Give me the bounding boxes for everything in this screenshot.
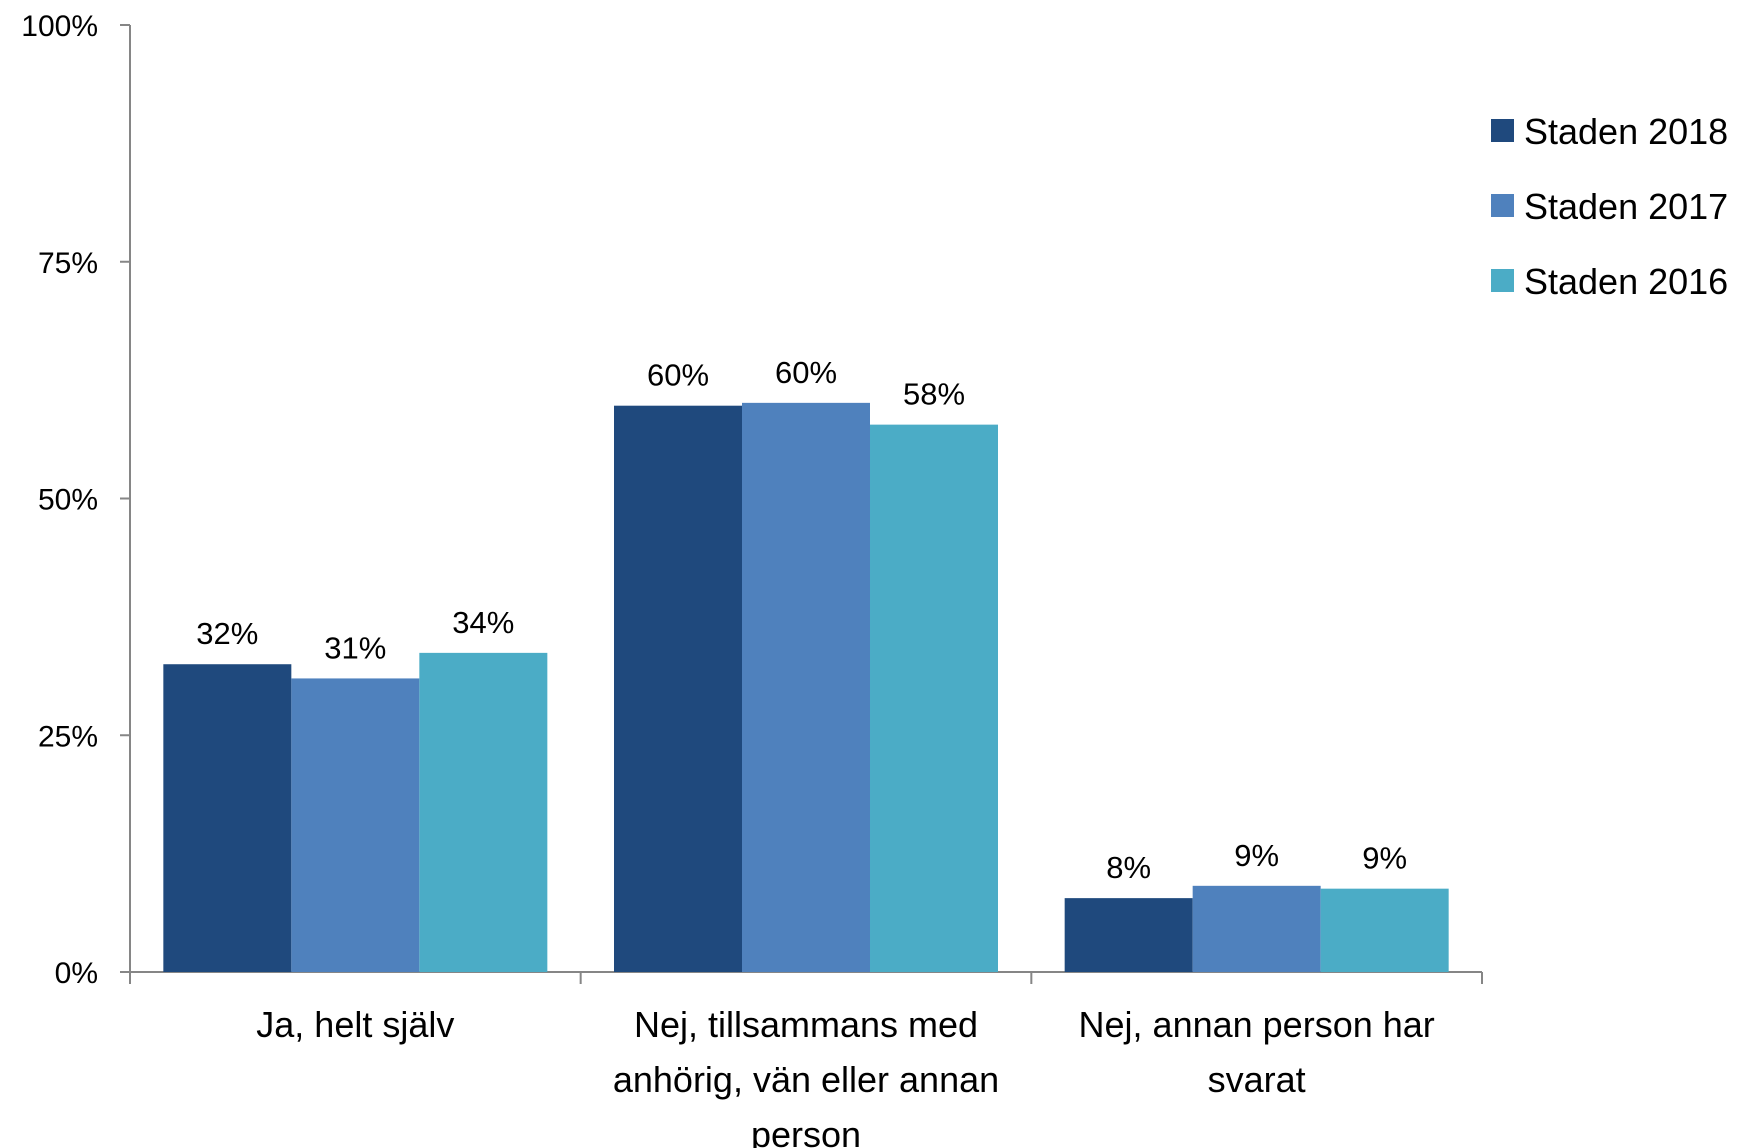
bars (163, 402, 1449, 973)
data-label: 58% (903, 377, 965, 412)
data-label: 34% (452, 605, 514, 640)
y-tick-label: 25% (38, 720, 98, 753)
data-label: 9% (1362, 841, 1407, 876)
x-category-label: svarat (1208, 1059, 1306, 1100)
x-category-label: Ja, helt själv (256, 1004, 454, 1045)
legend: Staden 2018 Staden 2017 Staden 2016 (1491, 111, 1728, 302)
bar (291, 678, 420, 972)
bar (1320, 888, 1449, 972)
bar (742, 402, 870, 972)
data-label: 9% (1234, 838, 1279, 873)
data-label: 32% (196, 616, 258, 651)
data-label: 31% (324, 630, 386, 665)
data-labels: 32% 31% 34% 60% 60% 58% 8% 9% 9% (196, 355, 1407, 885)
bar (1192, 885, 1321, 972)
bar (614, 405, 742, 973)
bar (419, 652, 548, 972)
bar (1064, 898, 1193, 972)
x-category-label: person (751, 1114, 861, 1148)
legend-swatch (1491, 119, 1514, 142)
legend-label: Staden 2016 (1524, 261, 1728, 302)
data-label: 8% (1106, 850, 1151, 885)
data-label: 60% (647, 358, 709, 393)
y-tick-label: 0% (55, 957, 98, 990)
legend-label: Staden 2018 (1524, 111, 1728, 152)
x-category-label: Nej, tillsammans med (634, 1004, 978, 1045)
bar (870, 424, 998, 972)
y-tick-label: 75% (38, 247, 98, 280)
legend-swatch (1491, 194, 1514, 217)
legend-label: Staden 2017 (1524, 186, 1728, 227)
bar (163, 664, 292, 972)
y-tick-label: 100% (21, 10, 98, 43)
x-category-label: Nej, annan person har (1079, 1004, 1435, 1045)
y-tick-label: 50% (38, 484, 98, 517)
legend-swatch (1491, 269, 1514, 292)
data-label: 60% (775, 355, 837, 390)
y-axis: 0% 25% 50% 75% 100% (21, 10, 131, 990)
x-axis: Ja, helt själv Nej, tillsammans med anhöri… (129, 971, 1483, 1148)
x-category-label: anhörig, vän eller annan (613, 1059, 999, 1100)
